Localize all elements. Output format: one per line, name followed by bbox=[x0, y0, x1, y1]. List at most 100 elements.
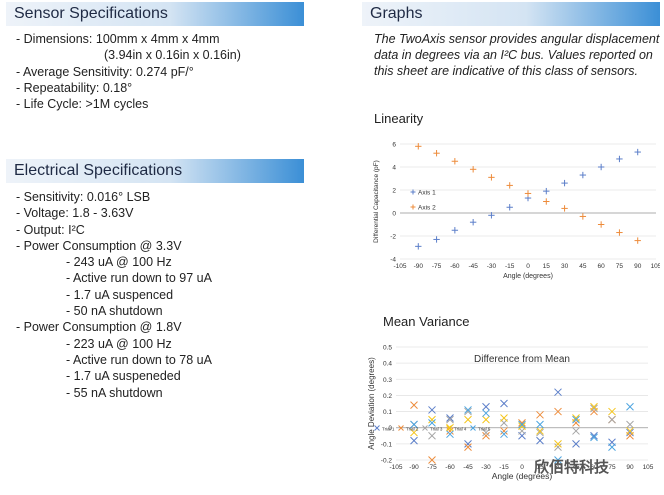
marker-b bbox=[554, 388, 562, 397]
elec-33-shutdown: - 50 nA shutdown bbox=[66, 304, 163, 319]
legend-label: Trial 2 bbox=[406, 426, 419, 431]
data-point bbox=[488, 212, 495, 219]
x-tick-label: -45 bbox=[463, 464, 473, 471]
marker-b bbox=[500, 399, 508, 408]
data-point bbox=[500, 430, 508, 439]
data-point bbox=[464, 406, 472, 414]
marker-b bbox=[626, 420, 634, 429]
data-point bbox=[579, 213, 587, 220]
sensor-specs-title: Sensor Specifications bbox=[14, 5, 168, 22]
data-point bbox=[536, 427, 544, 435]
marker-b bbox=[500, 427, 508, 435]
legend-entry: Trial 2 bbox=[398, 425, 419, 431]
elec-33-suspend: - 1.7 uA suspenced bbox=[66, 287, 174, 302]
marker-b bbox=[428, 431, 436, 440]
spec-repeatability: - Repeatability: 0.18° bbox=[16, 80, 133, 95]
x-tick-label: -75 bbox=[427, 464, 437, 471]
elec-power-33: - Power Consumption @ 3.3V bbox=[16, 238, 182, 253]
data-point bbox=[500, 399, 508, 408]
elec-18-active: - 223 uA @ 100 Hz bbox=[66, 336, 172, 351]
spec-dimensions: - Dimensions: 100mm x 4mm x 4mm bbox=[16, 32, 220, 46]
x-tick-label: 105 bbox=[643, 464, 654, 471]
x-tick-label: -90 bbox=[409, 464, 419, 471]
marker-b bbox=[464, 415, 472, 424]
data-point bbox=[451, 227, 459, 234]
x-axis-label: Angle (degrees) bbox=[503, 273, 553, 280]
data-point bbox=[482, 431, 490, 440]
data-point bbox=[590, 404, 598, 413]
x-tick-label: -90 bbox=[414, 263, 424, 270]
marker-b bbox=[536, 427, 544, 435]
electrical-specs-header: Electrical Specifications bbox=[6, 159, 304, 183]
x-tick-label: 90 bbox=[626, 464, 634, 471]
data-point bbox=[410, 436, 418, 445]
elec-18-suspend: - 1.7 uA suspeneded bbox=[66, 369, 181, 384]
data-point bbox=[446, 414, 454, 422]
data-point bbox=[488, 174, 495, 181]
marker-b bbox=[482, 431, 490, 440]
y-tick-label: 0 bbox=[388, 425, 392, 432]
graphs-description: The TwoAxis sensor provides angular disp… bbox=[374, 32, 660, 78]
marker-b bbox=[572, 427, 580, 435]
marker-b bbox=[410, 428, 418, 437]
data-point bbox=[626, 427, 634, 435]
data-point bbox=[554, 440, 562, 448]
data-point bbox=[590, 433, 598, 442]
legend-marker bbox=[398, 425, 404, 431]
spec-sensitivity: - Average Sensitivity: 0.274 pF/° bbox=[16, 64, 194, 79]
elec-sensitivity: - Sensitivity: 0.016° LSB bbox=[16, 190, 151, 204]
data-point bbox=[451, 158, 459, 165]
marker-b bbox=[464, 407, 472, 416]
data-point bbox=[464, 415, 472, 424]
data-point bbox=[572, 414, 580, 422]
data-point bbox=[561, 205, 568, 212]
data-point bbox=[500, 414, 508, 422]
marker-b bbox=[464, 406, 472, 414]
data-point bbox=[446, 430, 454, 439]
x-tick-label: 30 bbox=[554, 464, 562, 471]
marker-b bbox=[428, 419, 436, 427]
elec-18-rundown: - Active run down to 78 uA bbox=[66, 352, 212, 367]
legend-label: Axis 1 bbox=[418, 189, 436, 196]
data-point bbox=[482, 415, 490, 424]
data-point bbox=[572, 440, 580, 448]
data-point bbox=[428, 406, 436, 414]
marker-b bbox=[518, 422, 526, 430]
data-point bbox=[446, 415, 454, 424]
graphs-header: Graphs bbox=[362, 2, 660, 26]
x-tick-label: -15 bbox=[505, 263, 515, 270]
marker-b bbox=[482, 402, 490, 411]
marker-b bbox=[446, 427, 454, 435]
y-axis-label: Angle Deviation (degrees) bbox=[367, 357, 376, 450]
data-point bbox=[572, 415, 580, 424]
elec-power-18: - Power Consumption @ 1.8V bbox=[16, 320, 182, 335]
data-point bbox=[464, 407, 472, 416]
marker-b bbox=[410, 436, 418, 445]
y-tick-label: 0.3 bbox=[383, 377, 392, 384]
marker-b bbox=[446, 414, 454, 422]
data-point bbox=[554, 456, 562, 464]
legend-entry: Axis 1 bbox=[410, 189, 436, 196]
graphs-title: Graphs bbox=[370, 5, 423, 22]
marker-b bbox=[464, 443, 472, 451]
data-point bbox=[446, 423, 454, 432]
marker-b bbox=[536, 420, 544, 429]
data-point bbox=[597, 163, 605, 171]
sensor-specs-list: - Dimensions: 100mm x 4mm x 4mm (3.94in … bbox=[16, 31, 241, 112]
data-point bbox=[482, 428, 490, 437]
marker-b bbox=[572, 414, 580, 422]
data-point bbox=[579, 171, 587, 179]
marker-b bbox=[590, 433, 598, 442]
elec-voltage: - Voltage: 1.8 - 3.63V bbox=[16, 206, 134, 221]
x-tick-label: 45 bbox=[572, 464, 580, 471]
x-axis-label: Angle (degrees) bbox=[492, 471, 553, 481]
legend-marker bbox=[374, 425, 380, 431]
marker-b bbox=[410, 420, 418, 429]
marker-b bbox=[572, 440, 580, 448]
chart-title: Difference from Mean bbox=[474, 354, 570, 365]
data-point bbox=[608, 407, 616, 416]
data-point bbox=[415, 243, 422, 250]
data-point bbox=[554, 407, 562, 416]
data-point bbox=[543, 187, 550, 195]
data-point bbox=[554, 443, 562, 451]
